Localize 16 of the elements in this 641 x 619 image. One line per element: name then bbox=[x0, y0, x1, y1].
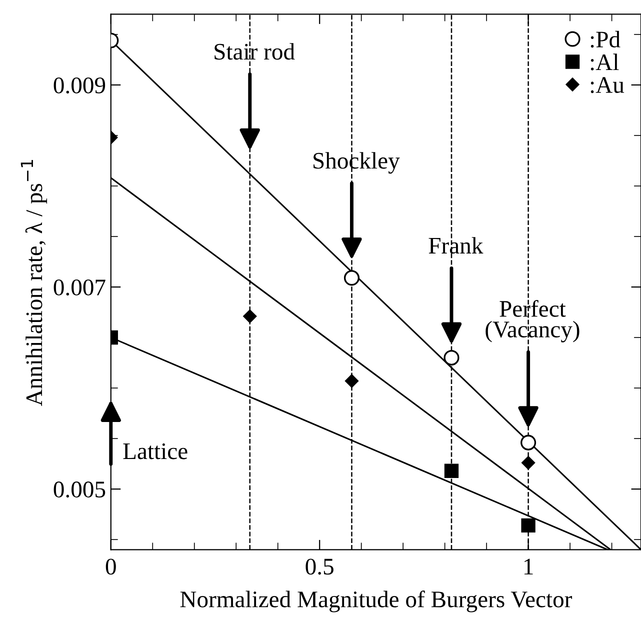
x-tick-label: 1 bbox=[524, 558, 533, 574]
x-tick-label: 0 bbox=[106, 558, 116, 575]
annotation: Lattice bbox=[123, 443, 188, 460]
annotation: Frank bbox=[428, 237, 484, 254]
y-tick-label: 0.009 bbox=[54, 77, 106, 94]
annotation: Shockley bbox=[314, 152, 400, 174]
x-axis-title: Normalized Magnitude of Burgers Vector bbox=[180, 590, 572, 612]
legend-label: :Au bbox=[590, 77, 624, 94]
y-axis-title: Annihilation rate, λ / ps$^{−1}$ bbox=[20, 160, 48, 406]
legend-label: :Al bbox=[590, 54, 619, 70]
y-tick-label: 0.007 bbox=[54, 279, 106, 296]
y-tick-label: 0.005 bbox=[54, 482, 106, 498]
x-tick-label: 0.5 bbox=[306, 558, 334, 575]
legend-label: :Pd bbox=[590, 30, 620, 48]
annotation: Perfect (Vacancy) bbox=[486, 300, 580, 342]
annotation: Stair rod bbox=[214, 43, 295, 60]
